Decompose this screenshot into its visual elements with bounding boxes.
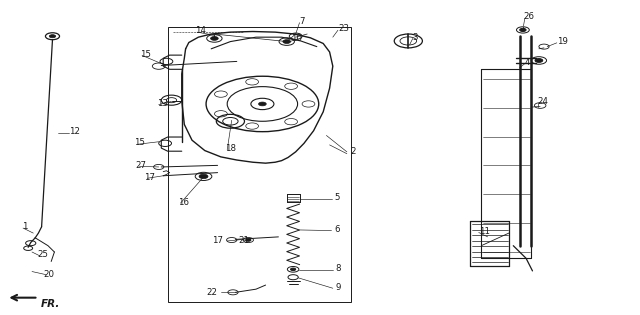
Text: 5: 5 <box>334 193 340 202</box>
Text: 26: 26 <box>524 12 534 21</box>
Text: 25: 25 <box>37 250 48 259</box>
Text: 15: 15 <box>134 138 145 147</box>
Text: 12: 12 <box>69 127 80 136</box>
Text: 10: 10 <box>291 34 302 43</box>
Text: 14: 14 <box>195 26 206 35</box>
Text: 7: 7 <box>300 17 305 26</box>
Circle shape <box>246 239 251 241</box>
Text: 4: 4 <box>525 58 531 67</box>
Text: 22: 22 <box>206 288 217 297</box>
Text: 19: 19 <box>557 37 568 46</box>
Circle shape <box>291 268 296 271</box>
Text: 6: 6 <box>334 225 340 234</box>
Circle shape <box>520 28 526 32</box>
Bar <box>168 27 351 302</box>
Text: 15: 15 <box>140 50 150 59</box>
Text: 8: 8 <box>335 264 341 273</box>
Circle shape <box>259 102 266 106</box>
Text: FR.: FR. <box>41 299 60 309</box>
Text: 17: 17 <box>144 173 155 181</box>
Circle shape <box>199 174 208 179</box>
Text: 16: 16 <box>178 198 189 207</box>
Text: 21: 21 <box>238 236 249 244</box>
Circle shape <box>535 59 543 62</box>
Text: 1: 1 <box>22 222 28 231</box>
Text: 3: 3 <box>413 33 419 42</box>
Circle shape <box>211 37 218 40</box>
Text: 27: 27 <box>136 161 147 170</box>
Text: 9: 9 <box>335 283 340 292</box>
Circle shape <box>283 40 291 43</box>
Text: 17: 17 <box>212 236 223 244</box>
Text: 23: 23 <box>338 25 349 33</box>
Text: 20: 20 <box>44 270 54 278</box>
Text: 13: 13 <box>157 99 168 108</box>
Text: 18: 18 <box>225 144 236 153</box>
Text: 24: 24 <box>538 97 548 106</box>
Circle shape <box>49 35 56 38</box>
Text: 11: 11 <box>479 227 490 236</box>
Text: 2: 2 <box>351 147 356 156</box>
